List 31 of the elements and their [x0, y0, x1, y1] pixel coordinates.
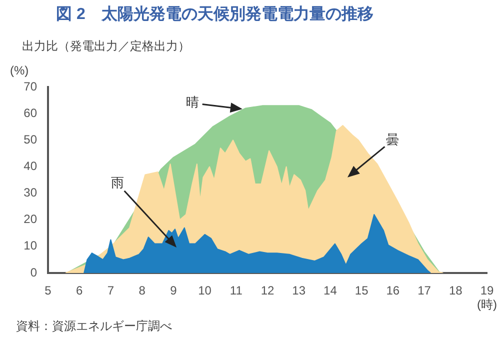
y-tick-label: 40: [24, 159, 38, 174]
y-tick-label: 10: [24, 238, 38, 253]
y-tick-label: 70: [24, 79, 38, 94]
x-axis-title: (時): [477, 297, 497, 312]
series-label: 曇: [386, 132, 399, 147]
x-tick-label: 11: [230, 284, 243, 298]
y-tick-label: 50: [24, 132, 38, 146]
y-tick-label: 20: [24, 212, 38, 226]
x-tick-label: 10: [198, 284, 212, 298]
x-tick-label: 7: [107, 284, 114, 298]
text: 資料：資源エネルギー庁調べ: [16, 318, 172, 335]
x-tick-label: 18: [448, 284, 463, 298]
x-tick-label: 17: [418, 284, 432, 298]
chart-title: 図 2 太陽光発電の天候別発電電力量の推移: [56, 4, 374, 25]
x-tick-label: 12: [260, 284, 274, 298]
y-tick-label: 30: [24, 186, 38, 200]
x-tick-label: 6: [76, 284, 84, 298]
x-tick-label: 5: [44, 284, 52, 298]
y-axis-title: (%): [10, 63, 29, 78]
x-tick-label: 16: [386, 284, 400, 298]
y-tick-label: 0: [30, 265, 38, 280]
x-tick-label: 14: [324, 284, 338, 298]
series-label: 晴: [186, 94, 199, 110]
x-tick-label: 9: [170, 284, 178, 298]
y-tick-label: 60: [24, 106, 38, 120]
x-tick-label: 19: [480, 284, 494, 298]
x-tick-label: 8: [138, 284, 146, 298]
x-tick-label: 15: [354, 284, 369, 298]
x-tick-label: 13: [292, 284, 306, 298]
chart-subtitle: 出力比（発電出力／定格出力）: [22, 38, 190, 55]
text: 雨: [111, 175, 124, 190]
